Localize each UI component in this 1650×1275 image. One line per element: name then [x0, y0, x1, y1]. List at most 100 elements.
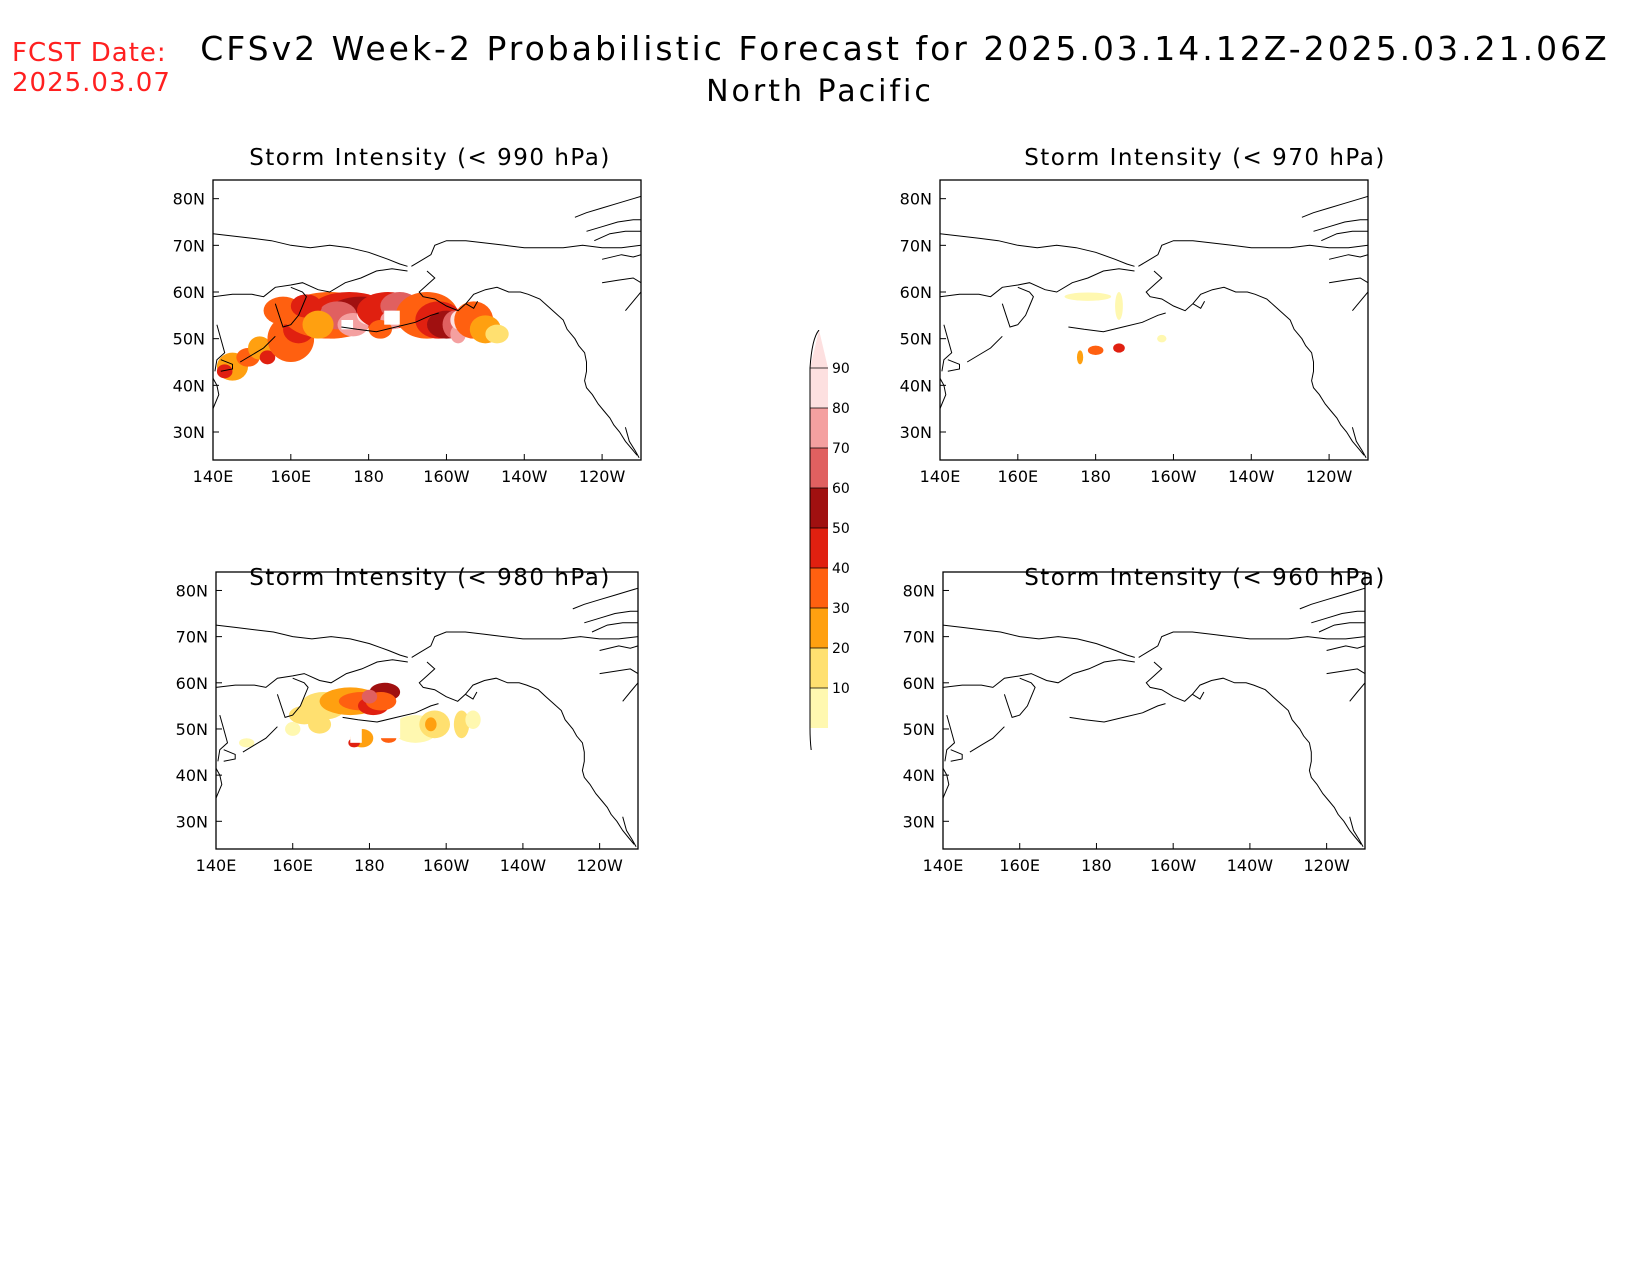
- coastline: [966, 335, 1003, 363]
- coastline: [341, 312, 439, 333]
- shade-cell: [453, 710, 470, 739]
- coastline: [213, 233, 408, 267]
- shade-cell: [259, 350, 276, 365]
- colorbar-label: 40: [832, 561, 850, 577]
- map-990: 140E 160E 180 160W 140W 120W 80N 70N 60N 50N 40N 30…: [173, 179, 642, 486]
- colorbar-swatch: [810, 368, 828, 408]
- coastline: [1138, 631, 1365, 658]
- shade-cell: [1113, 343, 1125, 353]
- y-tick-label: 40N: [903, 766, 935, 785]
- no-data-cell: [384, 310, 400, 325]
- coastline: [1069, 703, 1166, 723]
- coastline: [591, 622, 638, 633]
- map-frame: [212, 179, 642, 461]
- coastline: [1301, 195, 1368, 218]
- coastline: [1321, 230, 1368, 242]
- panel-storm-980: Storm Intensity (< 980 hPa) 140E 160E 180 1…: [160, 560, 700, 930]
- y-tick-label: 30N: [176, 812, 208, 831]
- coastline: [213, 268, 408, 298]
- colorbar-label: 30: [832, 601, 850, 617]
- shade-cell: [368, 320, 392, 339]
- y-tick-label: 60N: [173, 283, 205, 302]
- x-tick-label: 160E: [997, 467, 1038, 486]
- panel-storm-960: Storm Intensity (< 960 hPa) 140E 160E 180 1…: [903, 560, 1475, 930]
- colorbar-label: 60: [832, 481, 850, 497]
- y-tick-label: 80N: [173, 190, 205, 209]
- probability-shading: [216, 292, 509, 381]
- coastline: [969, 726, 1005, 753]
- y-tick-label: 70N: [173, 236, 205, 255]
- x-tick-label: 140E: [920, 467, 961, 486]
- coastline: [1326, 645, 1365, 651]
- shade-cell: [1076, 350, 1084, 365]
- no-data-cell: [350, 728, 362, 743]
- no-data-cell: [341, 320, 354, 330]
- x-tick-label: 160W: [423, 467, 470, 486]
- x-tick-label: 140W: [501, 467, 548, 486]
- coastline: [622, 816, 637, 847]
- forecast-date-label: FCST Date:: [12, 38, 167, 68]
- coastlines: [940, 195, 1368, 458]
- coastline: [223, 749, 236, 762]
- coastline: [944, 714, 956, 762]
- y-tick-label: 30N: [173, 423, 205, 442]
- no-data-cell: [314, 338, 330, 353]
- coastline: [1001, 286, 1034, 328]
- colorbar-bottom-cap: [809, 727, 812, 750]
- colorbar-swatch: [810, 528, 828, 568]
- coastline: [940, 268, 1135, 298]
- coastline: [586, 219, 641, 232]
- page-subtitle: North Pacific: [706, 74, 934, 109]
- coastline: [1192, 301, 1206, 309]
- coastline: [950, 749, 963, 762]
- coastline: [418, 270, 638, 456]
- coastline: [1003, 677, 1036, 719]
- coastline: [411, 631, 638, 658]
- colorbar-swatch: [810, 488, 828, 528]
- coastline: [220, 359, 233, 372]
- panel-storm-970: Storm Intensity (< 970 hPa) 140E 160E 180 1…: [900, 140, 1475, 520]
- y-tick-label: 40N: [173, 376, 205, 395]
- page-title: CFSv2 Week-2 Probabilistic Forecast for …: [200, 29, 1610, 68]
- colorbar-label: 90: [832, 361, 850, 377]
- forecast-date-block: FCST Date: 2025.03.07: [12, 38, 171, 98]
- x-tick-label: 140W: [1227, 856, 1274, 875]
- map-frame: [215, 571, 639, 850]
- x-tick-label: 160E: [999, 856, 1040, 875]
- y-tick-label: 60N: [176, 674, 208, 693]
- x-tick-label: 140E: [196, 856, 237, 875]
- coastline: [239, 335, 276, 363]
- coastline: [342, 703, 439, 723]
- coastline: [1311, 610, 1365, 624]
- coastline: [1352, 291, 1368, 312]
- map-frame: [942, 571, 1366, 850]
- panel-title: Storm Intensity (< 970 hPa): [1024, 145, 1386, 171]
- coastline: [601, 254, 641, 260]
- coastline: [1145, 270, 1365, 456]
- colorbar-swatch: [810, 568, 828, 608]
- x-tick-label: 180: [353, 467, 384, 486]
- x-tick-label: 160W: [1150, 467, 1197, 486]
- panel-title: Storm Intensity (< 990 hPa): [249, 145, 611, 171]
- y-tick-label: 70N: [176, 628, 208, 647]
- coastline: [943, 659, 1135, 688]
- colorbar-swatch: [810, 688, 828, 728]
- colorbar-label: 20: [832, 641, 850, 657]
- shade-cell: [425, 717, 437, 732]
- shade-cell: [239, 738, 255, 748]
- x-tick-label: 160E: [272, 856, 313, 875]
- shade-cell: [361, 689, 378, 704]
- shade-cell: [302, 310, 334, 339]
- colorbar: 90 80 70 60 50 40 30 20 10: [809, 330, 850, 750]
- panel-storm-990: Storm Intensity (< 990 hPa) 140E 160E 180 1…: [160, 140, 700, 520]
- coastline: [1351, 427, 1367, 458]
- y-tick-label: 80N: [900, 190, 932, 209]
- panel-title: Storm Intensity (< 980 hPa): [249, 565, 611, 591]
- panel-title: Storm Intensity (< 960 hPa): [1024, 565, 1386, 591]
- coastline: [1349, 682, 1365, 702]
- x-tick-label: 120W: [1306, 467, 1353, 486]
- y-tick-label: 70N: [900, 236, 932, 255]
- coastline: [214, 324, 226, 372]
- shade-cell: [308, 715, 332, 734]
- x-tick-label: 180: [1080, 467, 1111, 486]
